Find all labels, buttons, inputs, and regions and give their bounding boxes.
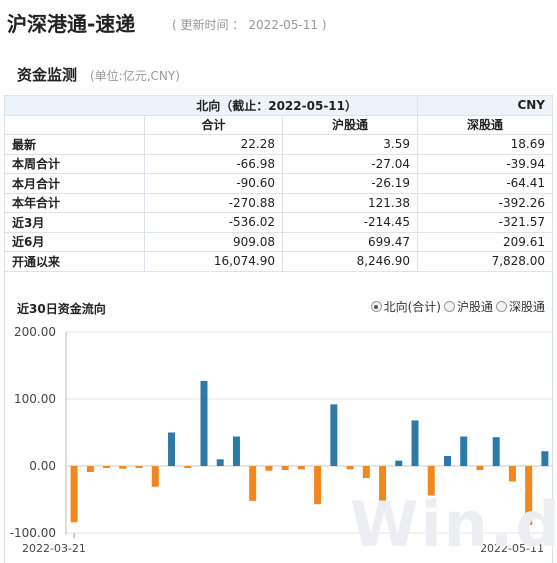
y-tick-label: 0.00 bbox=[29, 459, 56, 473]
radio-label: 深股通 bbox=[508, 300, 545, 314]
table-top-header-row: 北向（截止：2022-05-11） CNY bbox=[4, 95, 553, 116]
radio-label: 沪股通 bbox=[456, 300, 493, 314]
value-cell: -214.45 bbox=[282, 212, 418, 233]
row-label: 最新 bbox=[4, 134, 145, 155]
radio-circle-icon[interactable] bbox=[370, 301, 382, 312]
value-cell: 22.28 bbox=[144, 134, 283, 155]
x-end-label: 2022-05-11 bbox=[480, 542, 544, 555]
value-cell: 121.38 bbox=[282, 192, 418, 213]
page-title: 沪深港通-速递 bbox=[7, 12, 136, 36]
update-time: ( 更新时间 ： 2022-05-11 ) bbox=[172, 16, 331, 33]
column-header-total: 合计 bbox=[144, 114, 283, 135]
y-tick-label: -100.00 bbox=[10, 526, 56, 540]
northbound-header: 北向（截止：2022-05-11） bbox=[4, 95, 418, 116]
table-row: 开通以来 16,074.90 8,246.90 7,828.00 bbox=[4, 251, 553, 272]
bar[interactable] bbox=[103, 466, 111, 469]
corner-cell bbox=[4, 114, 145, 135]
bar[interactable] bbox=[249, 466, 257, 501]
value-cell: -66.98 bbox=[144, 153, 283, 174]
table-row: 本月合计 -90.60 -26.19 -64.41 bbox=[4, 173, 553, 194]
column-header-sh: 沪股通 bbox=[282, 114, 418, 135]
bar[interactable] bbox=[492, 437, 500, 466]
radio-option[interactable]: 北向(合计) bbox=[370, 298, 441, 315]
currency-label: CNY bbox=[417, 95, 553, 116]
radio-circle-icon[interactable] bbox=[443, 301, 455, 312]
section-title: 资金监测 bbox=[17, 66, 78, 84]
bar[interactable] bbox=[346, 466, 354, 470]
bar[interactable] bbox=[395, 460, 403, 466]
radio-circle-icon[interactable] bbox=[495, 301, 507, 312]
bar[interactable] bbox=[135, 466, 143, 469]
value-cell: -64.41 bbox=[417, 173, 553, 194]
bar[interactable] bbox=[168, 432, 176, 467]
bar[interactable] bbox=[281, 466, 289, 471]
row-label: 本周合计 bbox=[4, 153, 145, 174]
row-label: 近3月 bbox=[4, 212, 145, 233]
row-label: 近6月 bbox=[4, 231, 145, 252]
value-cell: 3.59 bbox=[282, 134, 418, 155]
bar[interactable] bbox=[427, 466, 435, 496]
bar[interactable] bbox=[314, 466, 322, 505]
y-tick-label: 200.00 bbox=[14, 325, 56, 339]
value-cell: -27.04 bbox=[282, 153, 418, 174]
value-cell: 7,828.00 bbox=[417, 251, 553, 272]
bar[interactable] bbox=[265, 466, 273, 471]
bar[interactable] bbox=[411, 420, 419, 466]
series-radio-group: 北向(合计) 沪股通 深股通 bbox=[368, 298, 545, 315]
value-cell: 209.61 bbox=[417, 231, 553, 252]
value-cell: -321.57 bbox=[417, 212, 553, 233]
value-cell: 16,074.90 bbox=[144, 251, 283, 272]
bar[interactable] bbox=[184, 466, 192, 469]
update-date: 2022-05-11 ) bbox=[248, 18, 327, 32]
table-row: 近3月 -536.02 -214.45 -321.57 bbox=[4, 212, 553, 233]
value-cell: 8,246.90 bbox=[282, 251, 418, 272]
value-cell: 699.47 bbox=[282, 231, 418, 252]
radio-option[interactable]: 深股通 bbox=[495, 298, 545, 315]
bar[interactable] bbox=[541, 451, 549, 466]
row-label: 开通以来 bbox=[4, 251, 145, 272]
section-unit: (单位:亿元,CNY) bbox=[90, 69, 180, 83]
value-cell: -270.88 bbox=[144, 192, 283, 213]
value-cell: -39.94 bbox=[417, 153, 553, 174]
value-cell: -26.19 bbox=[282, 173, 418, 194]
bar[interactable] bbox=[476, 466, 484, 471]
bar[interactable] bbox=[379, 466, 387, 501]
wind-watermark: Win.d bbox=[350, 488, 557, 561]
bar[interactable] bbox=[216, 459, 224, 466]
x-start-label: 2022-03-21 bbox=[22, 542, 86, 555]
value-cell: -392.26 bbox=[417, 192, 553, 213]
value-cell: -536.02 bbox=[144, 212, 283, 233]
flow-table: 北向（截止：2022-05-11） CNY 合计 沪股通 深股通 最新 22.28… bbox=[4, 95, 553, 272]
table-row: 本周合计 -66.98 -27.04 -39.94 bbox=[4, 153, 553, 174]
bar[interactable] bbox=[200, 380, 208, 466]
bar[interactable] bbox=[443, 455, 451, 466]
bar[interactable] bbox=[330, 404, 338, 466]
bar[interactable] bbox=[70, 466, 78, 523]
update-label: ( 更新时间 ： bbox=[172, 18, 245, 32]
bar[interactable] bbox=[362, 466, 370, 479]
y-tick-label: 100.00 bbox=[14, 392, 56, 406]
value-cell: 18.69 bbox=[417, 134, 553, 155]
value-cell: 909.08 bbox=[144, 231, 283, 252]
row-label: 本月合计 bbox=[4, 173, 145, 194]
bar[interactable] bbox=[508, 466, 516, 482]
bar[interactable] bbox=[86, 466, 94, 473]
column-header-sz: 深股通 bbox=[417, 114, 553, 135]
row-label: 本年合计 bbox=[4, 192, 145, 213]
table-row: 近6月 909.08 699.47 209.61 bbox=[4, 231, 553, 252]
table-row: 最新 22.28 3.59 18.69 bbox=[4, 134, 553, 155]
bar[interactable] bbox=[119, 466, 127, 469]
bar[interactable] bbox=[460, 436, 468, 466]
chart-title: 近30日资金流向 bbox=[17, 302, 106, 316]
bar[interactable] bbox=[151, 466, 159, 487]
radio-label: 北向(合计) bbox=[383, 300, 441, 314]
value-cell: -90.60 bbox=[144, 173, 283, 194]
bar[interactable] bbox=[525, 466, 533, 525]
flow-bar-chart: 200.00 100.00 0.00 -100.00 2022-03-21 2022-05… bbox=[10, 325, 553, 555]
bar[interactable] bbox=[232, 436, 240, 466]
radio-option[interactable]: 沪股通 bbox=[443, 298, 493, 315]
bar[interactable] bbox=[297, 466, 305, 470]
table-column-header-row: 合计 沪股通 深股通 bbox=[4, 114, 553, 135]
table-row: 本年合计 -270.88 121.38 -392.26 bbox=[4, 192, 553, 213]
